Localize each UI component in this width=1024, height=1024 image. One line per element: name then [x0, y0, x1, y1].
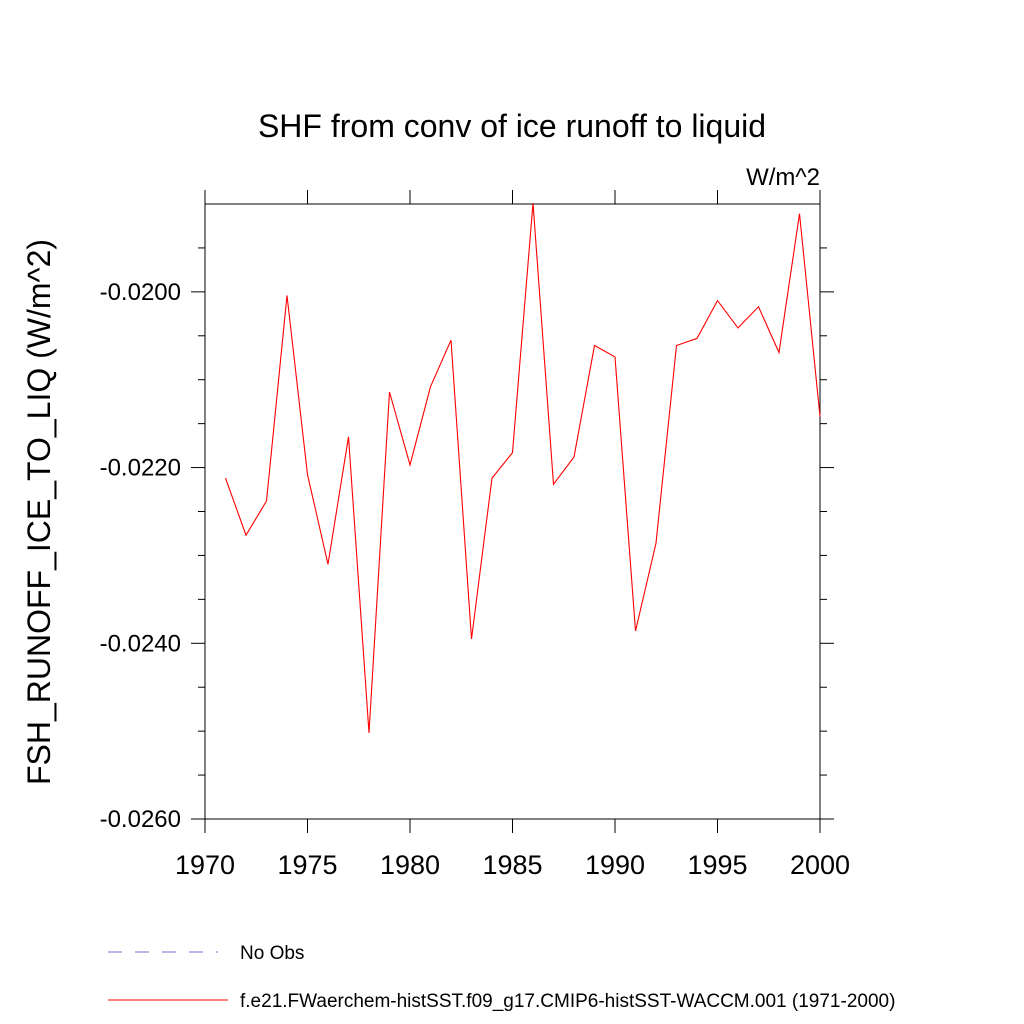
- axis-ticks: [191, 190, 834, 833]
- y-tick-label: -0.0220: [100, 455, 181, 482]
- plot-frame: [204, 203, 821, 820]
- x-tick-label: 1990: [585, 850, 645, 880]
- x-tick-labels: 1970 1975 1980 1985 1990 1995 2000: [175, 850, 850, 880]
- y-tick-label: -0.0240: [100, 630, 181, 657]
- x-tick-label: 1975: [277, 850, 337, 880]
- x-tick-label: 1970: [175, 850, 235, 880]
- legend-label-no-obs: No Obs: [240, 943, 304, 964]
- series-layer: [224, 203, 821, 733]
- x-tick-label: 1980: [380, 850, 440, 880]
- y-tick-labels: -0.0260 -0.0240 -0.0220 -0.0200: [100, 279, 181, 833]
- y-tick-label: -0.0260: [100, 806, 181, 833]
- x-tick-label: 2000: [790, 850, 850, 880]
- series-line: [224, 203, 821, 733]
- legend: No Obs f.e21.FWaerchem-histSST.f09_g17.C…: [108, 943, 895, 1012]
- chart-title: SHF from conv of ice runoff to liquid: [258, 108, 766, 144]
- y-tick-label: -0.0200: [100, 279, 181, 306]
- x-tick-label: 1985: [482, 850, 542, 880]
- x-tick-label: 1995: [687, 850, 747, 880]
- y-axis-label: FSH_RUNOFF_ICE_TO_LIQ (W/m^2): [21, 239, 57, 785]
- units-label: W/m^2: [746, 164, 820, 191]
- legend-label-model: f.e21.FWaerchem-histSST.f09_g17.CMIP6-hi…: [240, 991, 895, 1012]
